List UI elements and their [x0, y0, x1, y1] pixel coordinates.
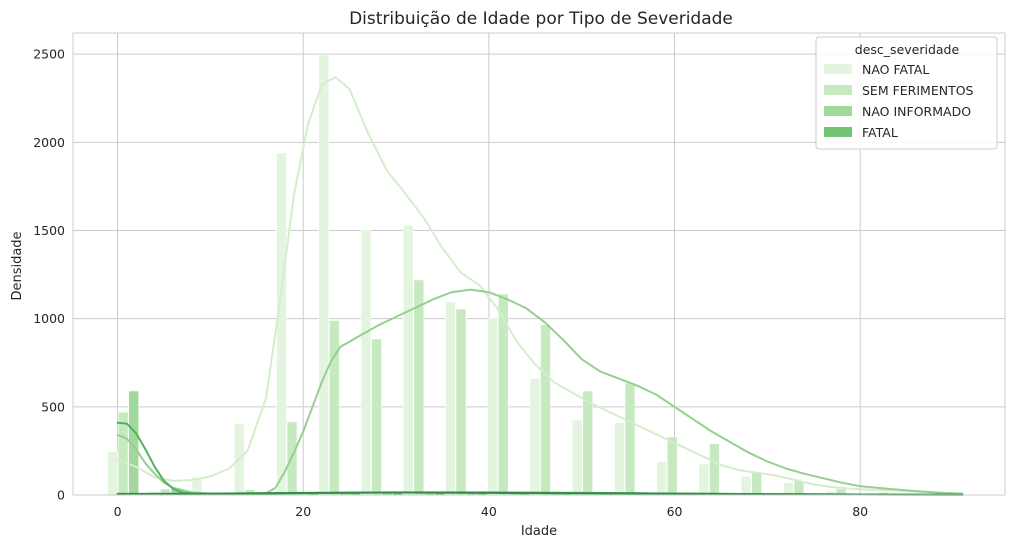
legend-swatch	[824, 64, 852, 74]
bar-sem-ferimentos	[752, 472, 762, 495]
y-tick-label: 2500	[33, 47, 65, 62]
bar-nao-fatal	[445, 302, 455, 495]
bar-sem-ferimentos	[794, 481, 804, 495]
bar-nao-fatal	[699, 464, 709, 495]
bar-nao-fatal	[108, 452, 118, 495]
bar-nao-fatal	[403, 225, 413, 495]
bar-nao-fatal	[572, 420, 582, 495]
bar-sem-ferimentos	[541, 325, 551, 495]
bar-nao-fatal	[657, 461, 667, 495]
bar-nao-fatal	[614, 423, 624, 495]
bar-sem-ferimentos	[625, 383, 635, 495]
x-tick-label: 40	[481, 504, 497, 519]
x-tick-label: 60	[667, 504, 683, 519]
y-tick-label: 2000	[33, 135, 65, 150]
legend-swatch	[824, 85, 852, 95]
bar-sem-ferimentos	[709, 444, 719, 495]
bar-nao-fatal	[319, 55, 329, 495]
bar-nao-fatal	[488, 319, 498, 495]
y-tick-label: 1000	[33, 311, 65, 326]
bar-sem-ferimentos	[414, 280, 424, 495]
legend-title: desc_severidade	[855, 42, 960, 57]
y-axis-label: Densidade	[10, 231, 25, 300]
bar-sem-ferimentos	[329, 320, 339, 495]
bar-sem-ferimentos	[372, 339, 382, 495]
legend-label: NAO FATAL	[862, 62, 929, 77]
legend: desc_severidade NAO FATAL SEM FERIMENTOS N…	[816, 37, 997, 149]
y-tick-label: 1500	[33, 223, 65, 238]
legend-swatch	[824, 106, 852, 116]
x-tick-label: 0	[114, 504, 122, 519]
chart-title: Distribuição de Idade por Tipo de Severi…	[349, 9, 733, 29]
legend-label: NAO INFORMADO	[862, 104, 971, 119]
legend-swatch	[824, 127, 852, 137]
x-tick-label: 20	[295, 504, 311, 519]
y-tick-label: 500	[41, 399, 65, 414]
x-tick-label: 80	[852, 504, 868, 519]
bar-nao-fatal	[783, 483, 793, 495]
bar-sem-ferimentos	[456, 309, 466, 495]
bar-sem-ferimentos	[667, 437, 677, 495]
bar-nao-fatal	[530, 379, 540, 495]
bar-nao-fatal	[277, 153, 287, 495]
bar-nao-fatal	[741, 476, 751, 495]
y-tick-label: 0	[57, 488, 65, 503]
bar-nao-fatal	[361, 230, 371, 495]
legend-label: FATAL	[862, 125, 898, 140]
x-axis-label: Idade	[521, 524, 557, 539]
bar-sem-ferimentos	[583, 391, 593, 495]
legend-label: SEM FERIMENTOS	[862, 83, 974, 98]
